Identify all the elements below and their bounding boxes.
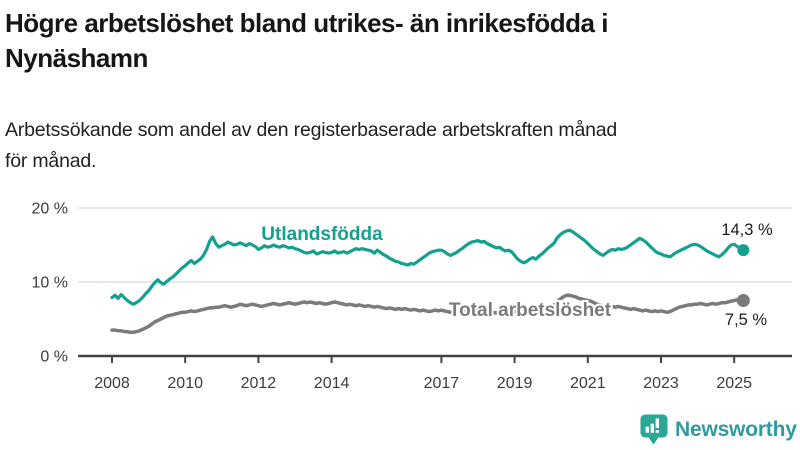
y-tick-label-20: 20 %: [32, 201, 68, 218]
chart-svg: 2008 2010 2012 2014 2017 2019 2021 2023 2025 20 %…: [32, 201, 792, 392]
line-chart: 2008 2010 2012 2014 2017 2019 2021 2023 2025 20 %…: [0, 192, 800, 407]
title-line-1: Högre arbetslöshet bland utrikes- än inr…: [5, 8, 608, 38]
title-line-2: Nynäshamn: [5, 43, 148, 73]
x-tick-label-2010: 2010: [167, 375, 203, 392]
newsworthy-logo: Newsworthy: [640, 414, 797, 445]
x-tick-label-2017: 2017: [424, 375, 460, 392]
series-line-total: [110, 293, 746, 335]
end-value-label-utlandsfodda: 14,3 %: [721, 221, 773, 239]
x-tick-label-2012: 2012: [241, 375, 277, 392]
end-dot-utlandsfodda: [737, 244, 750, 257]
x-tick-label-2014: 2014: [314, 375, 350, 392]
y-tick-label-10: 10 %: [32, 275, 68, 292]
series-label-utlandsfodda: Utlandsfödda: [261, 224, 383, 245]
end-dot-total: [736, 294, 750, 307]
x-tick-label-2019: 2019: [497, 375, 533, 392]
brand-wordmark: Newsworthy: [675, 417, 797, 441]
end-value-label-total: 7,5 %: [725, 311, 768, 329]
x-tick-label-2025: 2025: [716, 375, 752, 392]
x-tick-label-2021: 2021: [570, 375, 606, 392]
subtitle-line-2: för månad.: [5, 150, 97, 172]
series-line-utlandsfodda: [110, 228, 745, 306]
subtitle-line-1: Arbetssökande som andel av den registerb…: [5, 119, 618, 141]
page-title: Högre arbetslöshet bland utrikes- än inr…: [5, 6, 797, 76]
series-label-total: Total arbetslöshet: [449, 300, 612, 321]
chart-subtitle: Arbetssökande som andel av den registerb…: [5, 115, 797, 177]
y-tick-label-0: 0 %: [40, 349, 68, 366]
newsworthy-bars-icon: [640, 414, 668, 445]
x-tick-label-2023: 2023: [643, 375, 679, 392]
x-tick-label-2008: 2008: [94, 375, 130, 392]
